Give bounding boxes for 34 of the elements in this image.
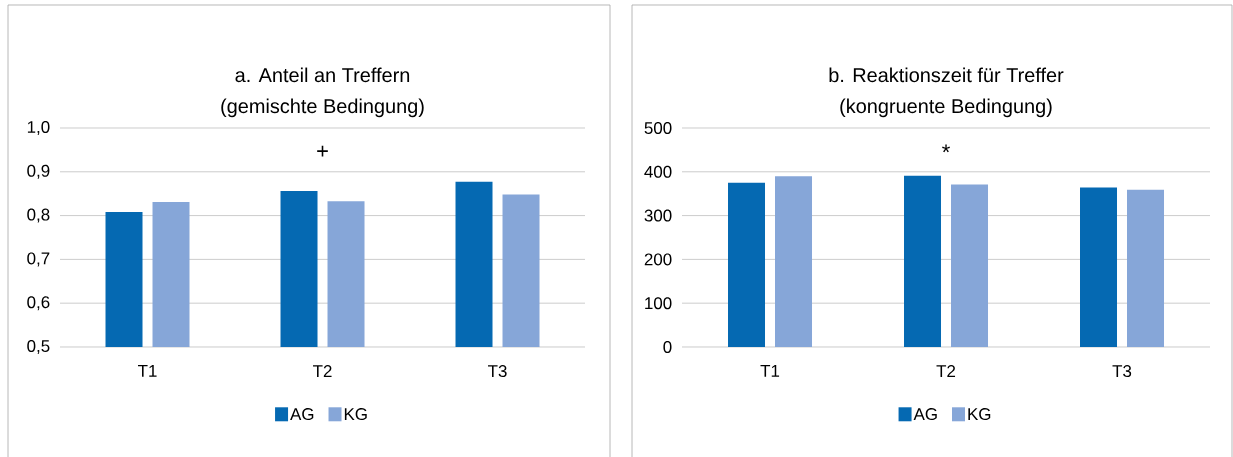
bar <box>904 175 942 347</box>
y-tick-label: 0,7 <box>27 252 50 267</box>
y-tick-label: 1,0 <box>27 120 50 135</box>
y-tick-label: 0,5 <box>27 339 50 354</box>
y-tick-label: 400 <box>644 165 672 178</box>
x-tick-label: T1 <box>138 365 157 377</box>
x-tick-label: T2 <box>936 365 956 377</box>
x-tick-label: T3 <box>488 365 507 378</box>
chart-subtitle: (gemischte Bedingung) <box>221 98 424 118</box>
x-tick-label: T1 <box>760 365 780 377</box>
y-tick-label: 500 <box>644 121 672 134</box>
y-tick-label: 0,9 <box>27 164 50 179</box>
legend-label: AG <box>913 408 937 421</box>
bar <box>728 182 766 347</box>
bar <box>775 176 813 347</box>
legend-label: AG <box>290 408 314 421</box>
chart-title: b. Reaktionszeit für Treffer <box>829 67 1064 83</box>
y-tick-label: 0,6 <box>27 296 50 311</box>
y-tick-label: 200 <box>644 253 672 266</box>
y-tick-label: 100 <box>645 297 672 310</box>
bar <box>951 184 989 347</box>
annotation: + <box>317 145 328 157</box>
y-tick-label: 300 <box>644 209 672 222</box>
y-tick-label: 0 <box>663 340 672 353</box>
chart-title: a. Anteil an Treffern <box>235 67 410 83</box>
bar <box>1080 187 1118 347</box>
bar <box>1127 189 1165 347</box>
chart-subtitle: (kongruente Bedingung) <box>840 98 1052 118</box>
legend-label: KG <box>968 408 991 421</box>
legend-label: KG <box>344 408 367 421</box>
y-tick-label: 0,8 <box>27 208 50 223</box>
x-tick-label: T3 <box>1112 365 1132 378</box>
x-tick-label: T2 <box>313 365 332 377</box>
annotation: * <box>942 144 950 153</box>
